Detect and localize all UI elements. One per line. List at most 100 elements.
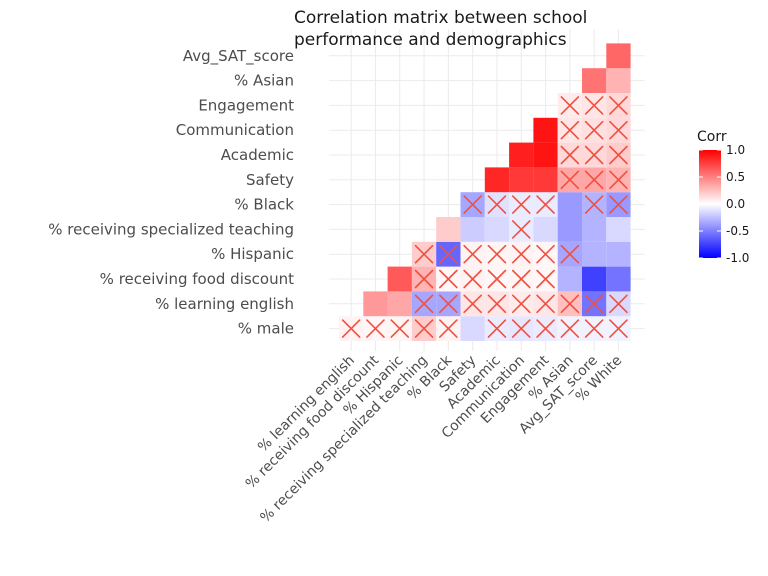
cross-stroke <box>609 96 628 115</box>
insignificant-cross-mark <box>366 319 385 338</box>
legend-tick-label: -0.5 <box>726 224 749 238</box>
cross-stroke <box>560 145 580 165</box>
cross-stroke <box>463 294 482 314</box>
legend-tick-label: 1.0 <box>726 143 745 157</box>
cross-stroke <box>609 195 628 214</box>
cross-stroke <box>487 294 507 314</box>
insignificant-cross-mark <box>560 145 580 165</box>
insignificant-cross-mark <box>609 145 628 165</box>
insignificant-cross-mark <box>536 319 555 338</box>
heatmap-cell <box>387 266 412 292</box>
legend-tick-label: -1.0 <box>726 251 749 265</box>
cross-stroke <box>609 294 628 314</box>
insignificant-cross-mark <box>487 244 507 264</box>
cross-stroke <box>511 244 531 264</box>
insignificant-cross-mark <box>414 294 434 314</box>
insignificant-cross-mark <box>414 319 434 338</box>
chart-title-line-2: performance and demographics <box>294 30 567 50</box>
insignificant-cross-mark <box>463 195 482 214</box>
cross-stroke <box>414 294 434 314</box>
cross-stroke <box>511 220 531 239</box>
y-axis-label: % learning english <box>155 295 294 313</box>
cross-stroke <box>536 244 555 264</box>
y-axis-labels: % male % learning english % receiving food… <box>48 47 294 338</box>
heatmap-cell <box>557 192 582 217</box>
cross-stroke <box>560 170 580 190</box>
cross-stroke <box>511 195 531 214</box>
cross-stroke <box>560 294 580 314</box>
insignificant-cross-mark <box>511 244 531 264</box>
insignificant-cross-mark <box>609 96 628 115</box>
cross-stroke <box>487 195 507 214</box>
insignificant-cross-mark <box>390 319 410 338</box>
heatmap-cell <box>484 217 510 242</box>
heatmap-cell <box>509 167 534 193</box>
cross-stroke <box>341 319 361 338</box>
cross-stroke <box>439 294 458 314</box>
insignificant-cross-mark <box>584 195 604 214</box>
insignificant-cross-mark <box>584 294 604 314</box>
insignificant-cross-mark <box>584 120 604 140</box>
heatmap-cell <box>509 142 534 168</box>
heatmap-cell <box>582 68 607 93</box>
insignificant-cross-mark <box>487 195 507 214</box>
insignificant-cross-mark <box>560 170 580 190</box>
y-axis-label: Safety <box>246 171 294 189</box>
insignificant-cross-mark <box>560 96 580 115</box>
legend-tick-label: 0.0 <box>726 197 745 211</box>
cross-stroke <box>609 319 628 338</box>
insignificant-cross-mark <box>414 244 434 264</box>
insignificant-cross-mark <box>487 294 507 314</box>
insignificant-cross-mark <box>560 294 580 314</box>
cross-stroke <box>414 244 434 264</box>
insignificant-cross-mark <box>560 319 580 338</box>
insignificant-cross-mark <box>463 269 482 289</box>
heatmap-cell <box>606 241 631 267</box>
cross-stroke <box>390 319 410 338</box>
cross-stroke <box>609 145 628 165</box>
cross-stroke <box>560 244 580 264</box>
cross-stroke <box>463 244 482 264</box>
heatmap-cell <box>606 68 631 93</box>
cross-stroke <box>609 170 628 190</box>
cross-stroke <box>536 319 555 338</box>
heatmap-cell <box>533 117 558 143</box>
insignificant-cross-mark <box>487 319 507 338</box>
cross-stroke <box>584 195 604 214</box>
legend-colorbar <box>699 150 721 258</box>
legend: Corr 1.0 0.5 0.0 -0.5 -1.0 <box>697 129 749 265</box>
insignificant-cross-mark <box>609 120 628 140</box>
insignificant-cross-mark <box>439 269 458 289</box>
y-axis-label: Avg_SAT_score <box>183 47 294 66</box>
heatmap-cell <box>582 217 607 242</box>
cross-stroke <box>487 319 507 338</box>
cross-stroke <box>536 195 555 214</box>
chart-title-line-1: Correlation matrix between school <box>294 8 587 28</box>
y-axis-label: Engagement <box>198 96 294 114</box>
y-axis-label: % receiving specialized teaching <box>48 220 294 238</box>
cross-stroke <box>584 319 604 338</box>
insignificant-cross-mark <box>609 294 628 314</box>
x-axis-labels: % learning english% receiving food disco… <box>243 352 626 526</box>
insignificant-cross-mark <box>584 319 604 338</box>
cross-stroke <box>439 244 458 264</box>
y-axis-label: % receiving food discount <box>100 270 294 288</box>
cross-stroke <box>511 269 531 289</box>
insignificant-cross-mark <box>439 244 458 264</box>
insignificant-cross-mark <box>536 269 555 289</box>
legend-title: Corr <box>697 129 727 145</box>
cross-stroke <box>439 319 458 338</box>
cross-stroke <box>463 195 482 214</box>
cross-stroke <box>609 120 628 140</box>
cross-stroke <box>584 294 604 314</box>
insignificant-cross-mark <box>609 170 628 190</box>
insignificant-cross-mark <box>536 244 555 264</box>
cross-stroke <box>511 319 531 338</box>
cross-stroke <box>463 269 482 289</box>
insignificant-cross-mark <box>511 195 531 214</box>
insignificant-cross-mark <box>584 96 604 115</box>
heatmap-cell <box>363 291 388 317</box>
insignificant-cross-mark <box>560 244 580 264</box>
insignificant-cross-mark <box>536 294 555 314</box>
